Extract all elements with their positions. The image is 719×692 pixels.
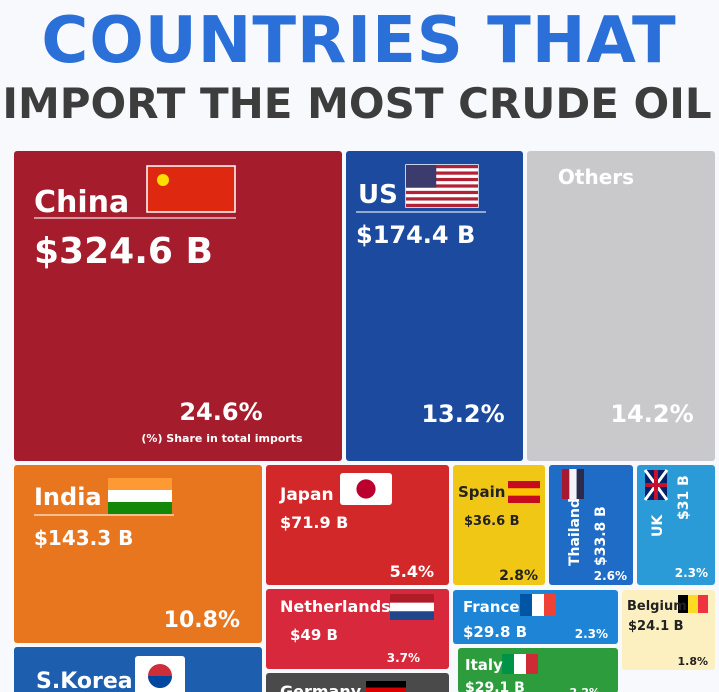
country-label: Germany <box>280 682 362 692</box>
flag-stripe <box>514 654 526 674</box>
share-note: (%) Share in total imports <box>141 432 303 445</box>
flag-stripe <box>406 184 478 188</box>
country-label: France <box>463 598 520 616</box>
country-label: Belgium <box>627 599 687 614</box>
flag-stripe <box>406 177 478 182</box>
value-label: $33.8 B <box>593 506 609 566</box>
country-label: UK <box>650 514 666 537</box>
treemap-cell <box>14 465 262 643</box>
treemap-cell <box>549 465 633 585</box>
share-label: 2.3% <box>575 627 608 641</box>
flag-stripe <box>108 502 172 514</box>
flag-stripe <box>366 681 406 688</box>
value-label: $24.1 B <box>628 619 684 634</box>
flag-stripe <box>406 190 478 195</box>
share-label: 13.2% <box>421 400 504 428</box>
treemap-cell <box>14 151 342 461</box>
country-label: India <box>34 483 102 511</box>
share-label: 1.8% <box>677 655 708 668</box>
value-label: $71.9 B <box>280 513 348 532</box>
treemap-cell <box>266 465 449 585</box>
flag-stripe <box>406 203 478 207</box>
share-label: 2.8% <box>499 568 538 584</box>
flag-stripe <box>406 171 478 175</box>
share-label: 10.8% <box>164 608 240 633</box>
flag-stripe <box>520 594 532 616</box>
flag-stripe <box>526 654 538 674</box>
value-label: $29.1 B <box>465 680 525 692</box>
flag <box>508 481 540 503</box>
share-label: 24.6% <box>179 398 262 426</box>
flag-stripe <box>688 595 698 613</box>
value-label: $31 B <box>676 475 692 520</box>
country-label: Spain <box>458 483 505 501</box>
share-label: 3.7% <box>387 651 420 665</box>
flag-stripe <box>390 602 434 612</box>
treemap-cell <box>527 151 715 461</box>
country-label: Japan <box>279 485 334 505</box>
flag-stripe <box>576 469 584 499</box>
treemap-cell <box>453 590 618 644</box>
value-label: $324.6 B <box>34 231 213 272</box>
flag-stripe <box>508 481 540 489</box>
flag <box>146 165 236 213</box>
flag-disc <box>356 479 376 499</box>
flag-stripe <box>406 197 478 201</box>
flag <box>108 478 172 514</box>
flag <box>340 473 392 505</box>
flag-stripe <box>390 594 434 603</box>
country-label: S.Korea <box>36 669 133 692</box>
flag-canton <box>406 165 437 188</box>
country-label: China <box>34 185 129 220</box>
country-label: Others <box>558 165 634 189</box>
flag-stripe <box>390 611 434 620</box>
country-label: US <box>358 180 398 210</box>
flag-stripe <box>108 478 172 490</box>
flag-stripe <box>508 495 540 503</box>
treemap-cell <box>346 151 523 461</box>
flag-stripe <box>108 490 172 502</box>
flag-star <box>157 174 169 186</box>
share-label: 5.4% <box>390 562 434 581</box>
flag <box>135 656 185 692</box>
flag <box>678 595 708 613</box>
country-label: Netherlands <box>280 597 391 616</box>
flag-stripe <box>569 469 577 499</box>
flag-stripe <box>366 687 406 692</box>
flag-disc-half <box>148 676 172 688</box>
flag-stripe <box>508 488 540 496</box>
flag-stripe <box>678 595 688 613</box>
flag-stripe <box>698 595 708 613</box>
flag <box>366 681 406 692</box>
share-label: 2.6% <box>594 569 627 583</box>
chart-title: COUNTRIES THAT <box>41 4 676 78</box>
flag-stripe <box>544 594 556 616</box>
flag <box>562 469 584 499</box>
value-label: $49 B <box>290 626 338 644</box>
flag <box>405 164 479 208</box>
chart-subtitle: IMPORT THE MOST CRUDE OIL <box>2 79 711 128</box>
value-label: $29.8 B <box>463 623 527 641</box>
share-label: 2.2% <box>569 686 600 692</box>
flag <box>390 594 434 620</box>
value-label: $36.6 B <box>464 514 520 529</box>
flag-stripe <box>532 594 544 616</box>
value-label: $174.4 B <box>356 221 475 249</box>
flag <box>502 654 538 674</box>
flag-stripe <box>502 654 514 674</box>
flag <box>643 469 669 501</box>
flag <box>520 594 556 616</box>
flag-cross <box>645 470 667 500</box>
share-label: 2.3% <box>675 566 708 580</box>
country-label: Thailand <box>567 498 583 566</box>
value-label: $143.3 B <box>34 526 133 550</box>
flag-field <box>146 165 236 213</box>
country-label: Italy <box>465 656 503 674</box>
flag-stripe <box>406 165 478 169</box>
flag-stripe <box>562 469 570 499</box>
share-label: 14.2% <box>610 400 693 428</box>
